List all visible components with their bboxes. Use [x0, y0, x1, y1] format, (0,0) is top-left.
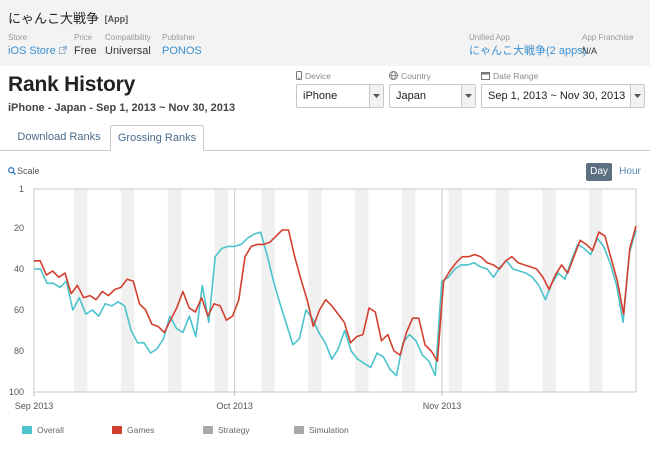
legend-simulation[interactable]: Simulation	[294, 425, 349, 435]
page-subtitle: iPhone - Japan - Sep 1, 2013 ~ Nov 30, 2…	[8, 102, 236, 114]
phone-icon	[296, 71, 302, 80]
legend-overall-swatch	[22, 426, 32, 434]
legend-strategy-swatch	[203, 426, 213, 434]
legend-strategy-label: Strategy	[218, 425, 250, 435]
compatibility-value: Universal	[105, 45, 151, 57]
weekend-band	[261, 189, 275, 392]
tabs-divider	[0, 150, 650, 151]
country-filter-label: Country	[389, 71, 476, 83]
store-meta: Store iOS Store	[8, 33, 67, 58]
legend-overall[interactable]: Overall	[22, 425, 64, 435]
legend-games[interactable]: Games	[112, 425, 154, 435]
y-tick-label: 40	[14, 264, 24, 274]
rank-history-chart: Sep 2013 Oct 2013 Nov 2013 1 20 40 60 80 100	[9, 184, 637, 411]
x-tick-label: Oct 2013	[216, 401, 253, 411]
unified-app-link[interactable]: にゃんこ大戦争(2 apps)	[469, 45, 587, 57]
store-value[interactable]: iOS Store	[8, 45, 56, 57]
date-range-select-caret[interactable]	[630, 85, 644, 107]
weekend-band	[589, 189, 603, 392]
price-meta: Price Free	[74, 33, 97, 58]
hour-button[interactable]: Hour	[619, 166, 641, 177]
y-tick-label: 60	[14, 305, 24, 315]
unified-app-label: Unified App	[469, 33, 510, 42]
unified-app-meta: Unified App にゃんこ大戦争(2 apps)	[469, 33, 586, 58]
device-select-value: iPhone	[303, 90, 338, 102]
country-filter: Country Japan	[389, 71, 476, 108]
y-tick-label: 80	[14, 346, 24, 356]
chevron-down-icon	[634, 94, 641, 98]
app-title: にゃんこ大戦争 [App]	[8, 8, 128, 27]
external-link-icon	[58, 46, 67, 54]
app-type-tag: [App]	[104, 14, 129, 24]
zoom-icon	[8, 167, 17, 176]
device-filter-label: Device	[296, 71, 384, 83]
price-value: Free	[74, 45, 97, 57]
globe-icon	[389, 71, 398, 80]
publisher-label: Publisher	[162, 33, 196, 42]
scale-toggle[interactable]: Scale	[8, 166, 40, 176]
device-select[interactable]: iPhone	[296, 84, 384, 108]
publisher-meta: Publisher PONOS	[162, 33, 202, 58]
country-select[interactable]: Japan	[389, 84, 476, 108]
device-filter: Device iPhone	[296, 71, 384, 108]
weekend-band	[355, 189, 369, 392]
country-select-value: Japan	[396, 90, 426, 102]
weekend-band	[120, 189, 135, 392]
compatibility-label: Compatibility	[105, 33, 151, 42]
series-line-overall	[34, 229, 637, 377]
franchise-value: N/A	[582, 46, 598, 56]
y-tick-label: 1	[19, 184, 24, 194]
page-title: Rank History	[8, 73, 136, 96]
day-button[interactable]: Day	[586, 163, 612, 181]
date-range-filter-label: Date Range	[481, 71, 645, 83]
legend-games-swatch	[112, 426, 122, 434]
legend-games-label: Games	[127, 425, 155, 435]
y-tick-label: 20	[14, 223, 24, 233]
publisher-link[interactable]: PONOS	[162, 45, 202, 57]
tab-grossing-ranks[interactable]: Grossing Ranks	[110, 125, 204, 151]
franchise-meta: App Franchise N/A	[582, 33, 634, 58]
price-label: Price	[74, 33, 93, 42]
device-select-caret[interactable]	[369, 85, 383, 107]
legend-overall-label: Overall	[37, 425, 64, 435]
store-link[interactable]: iOS Store	[8, 45, 67, 58]
x-tick-label: Sep 2013	[15, 401, 54, 411]
weekend-band	[167, 189, 182, 392]
weekend-band	[308, 189, 322, 392]
compatibility-meta: Compatibility Universal	[105, 33, 151, 58]
tab-download-ranks[interactable]: Download Ranks	[17, 131, 101, 143]
legend-strategy[interactable]: Strategy	[203, 425, 250, 435]
weekend-band	[214, 189, 228, 392]
x-tick-label: Nov 2013	[423, 401, 462, 411]
weekend-band	[495, 189, 509, 392]
plot-frame	[33, 188, 637, 393]
date-range-filter: Date Range Sep 1, 2013 ~ Nov 30, 2013	[481, 71, 645, 108]
chevron-down-icon	[465, 94, 472, 98]
legend-simulation-label: Simulation	[309, 425, 349, 435]
y-tick-label: 100	[9, 387, 24, 397]
series-line-games	[34, 225, 637, 362]
country-select-caret[interactable]	[461, 85, 475, 107]
weekend-band	[448, 189, 463, 392]
store-label: Store	[8, 33, 28, 42]
legend-simulation-swatch	[294, 426, 304, 434]
app-name[interactable]: にゃんこ大戦争	[8, 11, 100, 26]
date-range-select[interactable]: Sep 1, 2013 ~ Nov 30, 2013	[481, 84, 645, 108]
scale-label[interactable]: Scale	[17, 166, 40, 176]
chevron-down-icon	[373, 94, 380, 98]
calendar-icon	[481, 72, 490, 80]
weekend-band	[401, 189, 416, 392]
franchise-label: App Franchise	[582, 33, 634, 42]
app-header: にゃんこ大戦争 [App] Store iOS Store Price Free…	[0, 0, 650, 66]
date-range-select-value: Sep 1, 2013 ~ Nov 30, 2013	[488, 90, 626, 102]
